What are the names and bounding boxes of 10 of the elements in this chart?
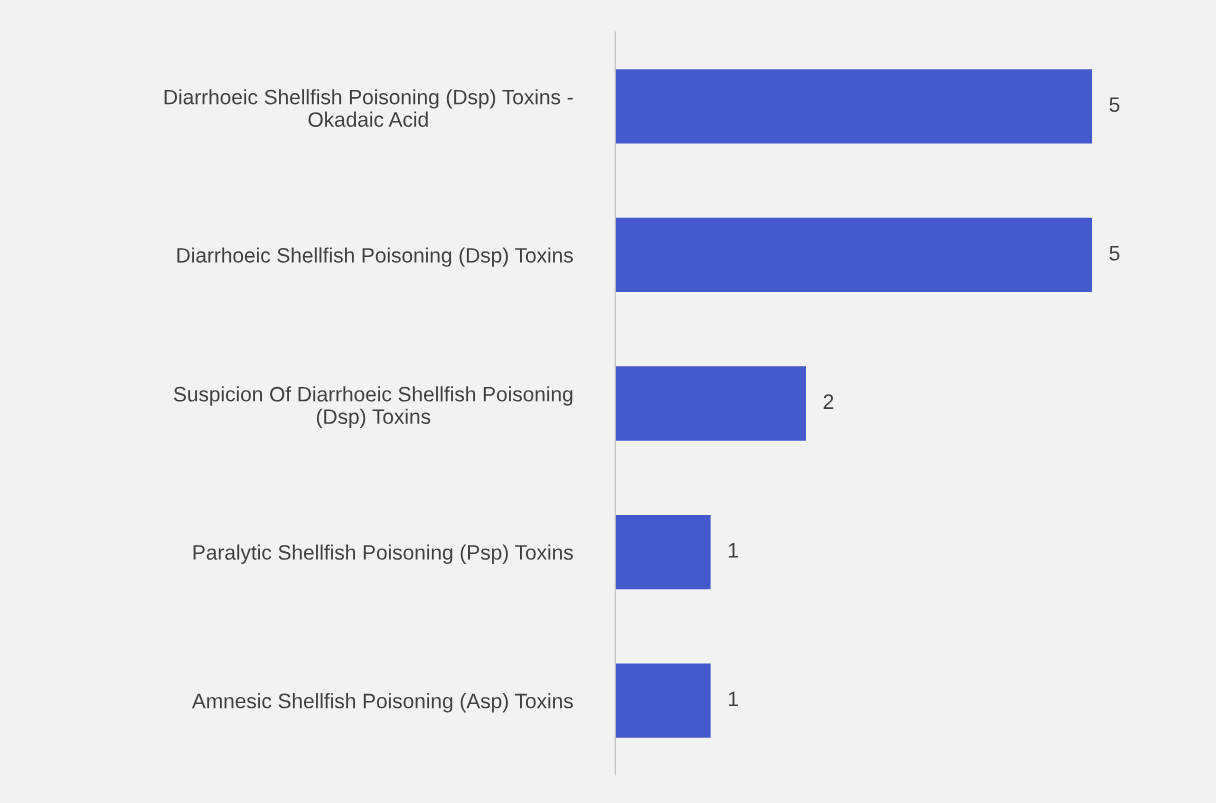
data-label: 2	[823, 394, 834, 409]
data-label: 1	[728, 543, 738, 558]
y-tick-label: Suspicion Of Diarrhoeic Shellfish Poisoning (Dsp) Toxins	[173, 386, 573, 429]
data-label: 1	[728, 691, 738, 706]
y-tick-label: Amnesic Shellfish Poisoning (Asp) Toxins	[191, 693, 573, 713]
data-label: 5	[1109, 97, 1120, 112]
y-tick-label: Diarrhoeic Shellfish Poisoning (Dsp) Toxins	[177, 247, 573, 267]
y-tick-label: Paralytic Shellfish Poisoning (Psp) Toxins	[193, 544, 573, 564]
y-tick-label: Diarrhoeic Shellfish Poisoning (Dsp) Toxins - Okadaic Acid	[164, 89, 573, 127]
data-label: 5	[1109, 246, 1120, 261]
